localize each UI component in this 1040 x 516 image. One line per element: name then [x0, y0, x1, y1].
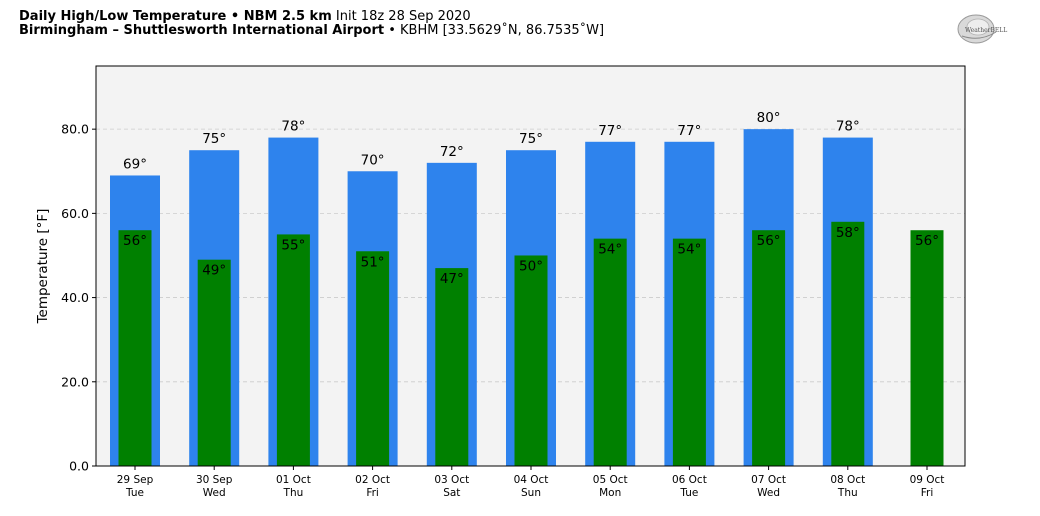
y-axis-label: Temperature [°F] — [35, 209, 51, 325]
high-temp-label: 77° — [598, 123, 622, 139]
y-tick-label: 0.0 — [69, 459, 89, 474]
bars — [110, 129, 944, 467]
high-temp-label: 80° — [757, 110, 781, 126]
x-tick-day: Wed — [757, 487, 780, 499]
x-tick-date: 04 Oct — [514, 474, 549, 486]
low-temp-label: 55° — [281, 237, 305, 253]
x-tick-day: Fri — [921, 487, 934, 499]
y-tick-label: 40.0 — [61, 290, 89, 305]
x-tick-day: Thu — [283, 487, 304, 499]
low-temp-bar — [752, 230, 786, 466]
high-temp-label: 70° — [361, 152, 385, 168]
low-temp-bar — [593, 238, 627, 466]
x-tick-day: Tue — [679, 487, 698, 499]
x-tick-date: 08 Oct — [830, 474, 865, 486]
x-tick-day: Sun — [521, 487, 541, 499]
y-tick-label: 20.0 — [61, 374, 89, 389]
x-tick-date: 30 Sep — [196, 474, 233, 486]
low-temp-label: 58° — [836, 225, 860, 241]
high-temp-label: 75° — [202, 131, 226, 147]
low-temp-label: 56° — [123, 233, 147, 249]
low-temp-label: 56° — [915, 233, 939, 249]
x-tick-date: 29 Sep — [117, 474, 154, 486]
x-tick-date: 02 Oct — [355, 474, 390, 486]
low-temp-label: 54° — [677, 242, 701, 258]
x-tick-day: Thu — [837, 487, 858, 499]
y-axis: 0.0 20.0 40.0 60.0 80.0 — [61, 122, 96, 474]
chart-location: Birmingham – Shuttlesworth International… — [19, 23, 604, 38]
low-temp-label: 47° — [440, 271, 464, 287]
x-tick-day: Tue — [125, 487, 144, 499]
x-tick-date: 01 Oct — [276, 474, 311, 486]
low-temp-bar — [356, 251, 390, 466]
high-temp-label: 78° — [836, 119, 860, 135]
low-temp-label: 49° — [202, 263, 226, 279]
svg-text:WeatherBELL: WeatherBELL — [965, 27, 1007, 34]
chart-title: Daily High/Low Temperature • NBM 2.5 km … — [19, 9, 471, 24]
x-tick-date: 03 Oct — [434, 474, 469, 486]
high-temp-label: 72° — [440, 144, 464, 160]
low-temp-label: 50° — [519, 258, 543, 274]
x-tick-day: Mon — [599, 487, 621, 499]
high-temp-label: 69° — [123, 156, 147, 172]
low-temp-label: 56° — [757, 233, 781, 249]
high-temp-label: 77° — [677, 123, 701, 139]
x-tick-date: 06 Oct — [672, 474, 707, 486]
location-name: Birmingham – Shuttlesworth International… — [19, 23, 385, 38]
y-tick-label: 60.0 — [61, 206, 89, 221]
x-tick-date: 09 Oct — [910, 474, 945, 486]
low-temp-bar — [831, 221, 865, 466]
x-tick-day: Fri — [366, 487, 379, 499]
low-temp-label: 51° — [361, 254, 385, 270]
x-tick-date: 05 Oct — [593, 474, 628, 486]
y-tick-label: 80.0 — [61, 122, 89, 137]
low-temp-bar — [276, 234, 310, 466]
low-temp-bar — [672, 238, 706, 466]
x-tick-day: Sat — [443, 487, 460, 499]
low-temp-bar — [197, 259, 231, 466]
low-temp-bar — [910, 230, 944, 466]
chart-title-main: Daily High/Low Temperature • NBM 2.5 km — [19, 9, 332, 24]
x-tick-day: Wed — [203, 487, 226, 499]
weatherbell-logo: WeatherBELL — [957, 14, 1007, 44]
chart-init-time: Init 18z 28 Sep 2020 — [335, 9, 471, 24]
x-tick-date: 07 Oct — [751, 474, 786, 486]
data-labels: 69° 75° 78° 70° 72° 75° 77° 77° 80° 78° 56° 49° 55° 5… — [123, 110, 939, 287]
high-temp-label: 75° — [519, 131, 543, 147]
low-temp-label: 54° — [598, 242, 622, 258]
high-temp-label: 78° — [281, 119, 305, 135]
low-temp-bar — [514, 255, 548, 466]
low-temp-bar — [118, 230, 152, 466]
low-temp-bar — [435, 268, 469, 466]
location-coordinates: • KBHM [33.5629˚N, 86.7535˚W] — [388, 23, 605, 38]
